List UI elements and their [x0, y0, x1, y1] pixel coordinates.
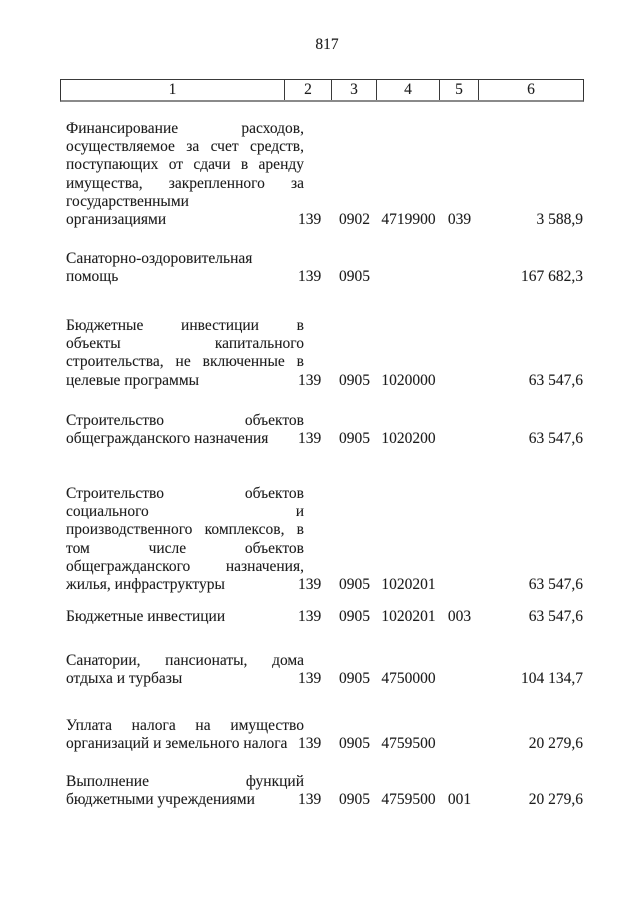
- code-cell: 139: [298, 268, 322, 286]
- table-row: Финансирование расходов, осуществляемое з…: [66, 120, 583, 229]
- name-line: Санаторно-оздоровительная: [66, 250, 253, 267]
- name-line: помощь: [66, 268, 119, 286]
- table-row: Строительство объектов социального и произ…: [66, 485, 583, 594]
- code-cell: 1020200: [381, 430, 436, 448]
- name-line: том числе объектов: [66, 539, 304, 557]
- name-line: строительства, не включенные в: [66, 353, 304, 371]
- name-line: общегражданского назначения,: [66, 557, 304, 575]
- name-line: Уплата налога на имущество: [66, 717, 304, 734]
- amount-cell: 3 588,9: [536, 211, 584, 229]
- table-row: Бюджетные инвестиции 139 0905 1020201 003 63 …: [66, 608, 583, 626]
- code-cell: 139: [298, 735, 322, 753]
- name-line: Санатории, пансионаты, дома: [66, 652, 304, 669]
- code-cell: 1020201: [381, 608, 436, 625]
- code-cell: 4759500: [381, 735, 436, 753]
- table-row: Санатории, пансионаты, дома отдыха и турб…: [66, 652, 583, 688]
- row-name: Финансирование расходов, осуществляемое з…: [66, 120, 304, 229]
- name-line: Строительство объектов: [66, 485, 304, 502]
- amount-cell: 63 547,6: [528, 608, 583, 625]
- code-cell: 139: [298, 608, 322, 625]
- code-cell: 4750000: [381, 670, 436, 688]
- name-line: социального и: [66, 503, 304, 521]
- page-number: 817: [315, 36, 339, 53]
- name-line: организациями: [66, 211, 167, 229]
- code-cell: 001: [447, 791, 472, 809]
- header-cell: 2: [285, 80, 332, 100]
- code-cell: 0905: [339, 670, 370, 688]
- code-cell: 0905: [339, 608, 370, 625]
- row-name: Уплата налога на имущество организаций и …: [66, 717, 304, 753]
- code-cell: 0905: [339, 268, 370, 286]
- name-line: Финансирование расходов,: [66, 120, 304, 137]
- amount-cell: 20 279,6: [528, 791, 583, 809]
- name-line: общегражданского назначения: [66, 430, 269, 448]
- name-line: осуществляемое за счет средств,: [66, 138, 304, 156]
- code-cell: 139: [298, 430, 322, 448]
- table-row: Выполнение функций бюджетными учреждениям…: [66, 773, 583, 809]
- code-cell: 1020000: [381, 371, 436, 389]
- table-row: Уплата налога на имущество организаций и …: [66, 717, 583, 753]
- amount-cell: 167 682,3: [521, 268, 583, 286]
- row-name: Санаторно-оздоровительная помощь: [66, 250, 304, 286]
- name-line: отдыха и турбазы: [66, 670, 183, 688]
- code-cell: 1020201: [381, 576, 436, 594]
- code-cell: 0902: [339, 211, 370, 229]
- row-name: Выполнение функций бюджетными учреждениям…: [66, 773, 304, 809]
- code-cell: 4759500: [381, 791, 436, 809]
- table-row: Строительство объектов общегражданского н…: [66, 412, 583, 448]
- header-cell: 5: [440, 80, 479, 100]
- code-cell: 039: [447, 211, 472, 229]
- name-line: Бюджетные инвестиции: [66, 608, 226, 625]
- code-cell: 4719900: [381, 211, 436, 229]
- header-cell: 6: [527, 81, 535, 98]
- name-line: целевые программы: [66, 371, 200, 389]
- code-cell: 139: [298, 576, 322, 594]
- code-cell: 003: [447, 608, 472, 625]
- row-name: Строительство объектов социального и произ…: [66, 485, 304, 594]
- name-line: Строительство объектов: [66, 412, 304, 429]
- header-cell: 1: [61, 80, 285, 100]
- name-line: объекты капитального: [66, 335, 304, 353]
- amount-cell: 63 547,6: [528, 371, 583, 389]
- amount-cell: 20 279,6: [528, 735, 583, 753]
- name-line: Выполнение функций: [66, 773, 304, 790]
- table-row: Санаторно-оздоровительная помощь 139 0905 16…: [66, 250, 583, 286]
- name-line: жилья, инфраструктуры: [66, 576, 225, 594]
- code-cell: 139: [298, 670, 322, 688]
- row-name: Бюджетные инвестиции: [66, 608, 304, 626]
- row-name: Строительство объектов общегражданского н…: [66, 412, 304, 448]
- code-cell: 0905: [339, 576, 370, 594]
- name-line: имущества, закрепленного за: [66, 174, 304, 192]
- name-line: поступающих от сдачи в аренду: [66, 156, 304, 174]
- name-line: производственного комплексов, в: [66, 521, 304, 539]
- amount-cell: 63 547,6: [528, 576, 583, 594]
- name-line: бюджетными учреждениями: [66, 791, 255, 809]
- name-line: организаций и земельного налога: [66, 735, 288, 753]
- name-line: государственными: [66, 192, 189, 210]
- header-cell: 3: [332, 80, 377, 100]
- amount-cell: 104 134,7: [521, 670, 583, 688]
- code-cell: 139: [298, 371, 322, 389]
- code-cell: 139: [298, 211, 322, 229]
- code-cell: 139: [298, 791, 322, 809]
- amount-cell: 63 547,6: [528, 430, 583, 448]
- code-cell: 0905: [339, 791, 370, 809]
- header-cell: 4: [377, 80, 440, 100]
- row-name: Санатории, пансионаты, дома отдыха и турб…: [66, 652, 304, 688]
- name-line: Бюджетные инвестиции в: [66, 317, 304, 334]
- table-row: Бюджетные инвестиции в объекты капитально…: [66, 317, 583, 390]
- code-cell: 0905: [339, 371, 370, 389]
- code-cell: 0905: [339, 430, 370, 448]
- row-name: Бюджетные инвестиции в объекты капитально…: [66, 317, 304, 390]
- code-cell: 0905: [339, 735, 370, 753]
